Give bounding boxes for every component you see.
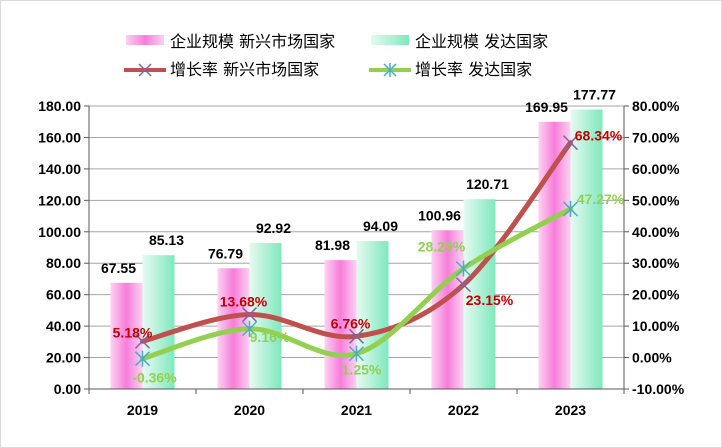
legend-label: 增长率 新兴市场国家 bbox=[170, 60, 319, 79]
bar bbox=[324, 260, 357, 389]
series-line bbox=[140, 140, 573, 344]
line-data-label: -0.36% bbox=[132, 370, 177, 386]
legend-swatch bbox=[126, 35, 164, 45]
x-tick-label: 2021 bbox=[341, 402, 372, 418]
y-left-tick-label: 20.00 bbox=[46, 350, 81, 366]
y-right-tick-label: 40.00% bbox=[632, 224, 680, 240]
legend-item: 企业规模 新兴市场国家 bbox=[126, 32, 335, 51]
y-left-tick-label: 100.00 bbox=[38, 224, 81, 240]
bar-data-label: 100.96 bbox=[418, 207, 461, 223]
bar bbox=[431, 230, 464, 389]
y-left-tick-label: 80.00 bbox=[46, 255, 81, 271]
bar-data-label: 67.55 bbox=[101, 260, 136, 276]
x-tick-label: 2020 bbox=[234, 402, 265, 418]
line-data-label: 28.29% bbox=[418, 239, 466, 255]
x-marker bbox=[348, 328, 365, 344]
asterisk-marker bbox=[562, 200, 579, 217]
line-data-label: 6.76% bbox=[331, 315, 371, 331]
x-marker bbox=[562, 135, 579, 151]
y-left-tick-label: 160.00 bbox=[38, 129, 81, 145]
y-right-tick-label: 80.00% bbox=[632, 98, 680, 114]
legend-label: 企业规模 新兴市场国家 bbox=[170, 32, 335, 51]
line-data-label: 68.34% bbox=[575, 128, 623, 144]
x-tick-label: 2023 bbox=[555, 402, 586, 418]
y-left-tick-label: 40.00 bbox=[46, 318, 81, 334]
x-marker bbox=[241, 307, 258, 323]
line-data-label: 9.16% bbox=[250, 329, 290, 345]
y-right-tick-label: 20.00% bbox=[632, 287, 680, 303]
legend-label: 企业规模 发达国家 bbox=[415, 32, 548, 51]
y-right-tick-label: 70.00% bbox=[632, 129, 680, 145]
y-right-tick-label: 60.00% bbox=[632, 161, 680, 177]
y-left-tick-label: 140.00 bbox=[38, 161, 81, 177]
line-data-label: 1.25% bbox=[342, 362, 382, 378]
line-data-label: 23.15% bbox=[466, 292, 514, 308]
asterisk-marker bbox=[348, 345, 365, 362]
bar-data-label: 85.13 bbox=[149, 232, 184, 248]
bar-data-label: 92.92 bbox=[256, 220, 291, 236]
y-right-tick-label: 50.00% bbox=[632, 192, 680, 208]
bar-data-label: 120.71 bbox=[466, 176, 509, 192]
bar bbox=[570, 109, 603, 390]
bar bbox=[356, 241, 389, 389]
bar-data-label: 94.09 bbox=[363, 218, 398, 234]
asterisk-marker bbox=[241, 320, 258, 337]
y-left-tick-label: 120.00 bbox=[38, 192, 81, 208]
bar-data-label: 76.79 bbox=[208, 245, 243, 261]
line-data-label: 13.68% bbox=[220, 294, 268, 310]
y-right-tick-label: 30.00% bbox=[632, 255, 680, 271]
y-right-tick-label: 10.00% bbox=[632, 318, 680, 334]
bar-data-label: 81.98 bbox=[315, 237, 350, 253]
x-tick-label: 2019 bbox=[127, 402, 158, 418]
bar bbox=[142, 255, 175, 389]
legend-swatch bbox=[371, 35, 409, 45]
y-right-tick-label: -10.00% bbox=[632, 381, 685, 397]
legend-item: 增长率 新兴市场国家 bbox=[124, 60, 319, 79]
x-marker bbox=[455, 277, 472, 293]
y-left-tick-label: 60.00 bbox=[46, 287, 81, 303]
asterisk-marker bbox=[455, 260, 472, 277]
legend-label: 增长率 发达国家 bbox=[415, 60, 532, 79]
line-data-label: 5.18% bbox=[113, 324, 153, 340]
legend-item: 企业规模 发达国家 bbox=[371, 32, 548, 51]
y-right-tick-label: 0.00% bbox=[632, 350, 672, 366]
bar-data-label: 177.77 bbox=[573, 87, 616, 103]
x-tick-label: 2022 bbox=[448, 402, 479, 418]
y-left-tick-label: 180.00 bbox=[38, 98, 81, 114]
y-left-tick-label: 0.00 bbox=[54, 381, 81, 397]
asterisk-marker bbox=[134, 350, 151, 367]
line-data-label: 47.27% bbox=[577, 191, 625, 207]
bar-data-label: 169.95 bbox=[525, 99, 568, 115]
x-marker bbox=[134, 333, 151, 349]
legend-item: 增长率 发达国家 bbox=[369, 60, 532, 79]
bar bbox=[463, 199, 496, 389]
